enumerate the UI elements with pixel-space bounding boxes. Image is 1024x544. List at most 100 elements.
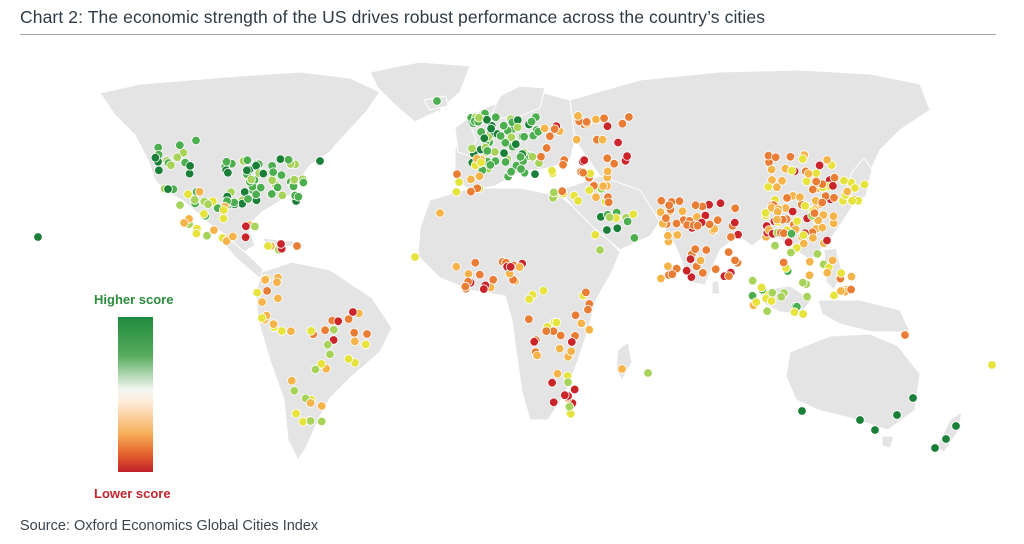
city-marker xyxy=(811,176,821,187)
city-marker xyxy=(771,152,781,163)
city-marker xyxy=(655,207,666,217)
city-marker xyxy=(609,158,619,169)
city-marker xyxy=(515,152,526,162)
city-marker xyxy=(930,443,940,453)
city-marker xyxy=(218,205,229,215)
city-marker xyxy=(542,143,552,153)
city-marker xyxy=(656,195,667,206)
city-marker xyxy=(530,169,540,179)
city-marker xyxy=(260,275,270,285)
city-marker xyxy=(572,134,582,145)
city-marker xyxy=(292,241,302,251)
city-marker xyxy=(667,269,678,280)
city-marker xyxy=(166,160,176,170)
city-marker xyxy=(467,143,477,154)
new-zealand xyxy=(935,410,963,453)
city-marker xyxy=(310,364,321,375)
city-marker xyxy=(787,165,797,176)
chart-title: Chart 2: The economic strength of the US… xyxy=(20,7,766,27)
city-marker xyxy=(730,217,740,228)
city-marker xyxy=(267,175,277,185)
city-marker xyxy=(289,386,300,396)
city-marker xyxy=(460,281,471,292)
city-marker xyxy=(343,354,354,364)
city-marker xyxy=(191,135,201,146)
city-marker xyxy=(268,167,278,177)
city-marker xyxy=(527,152,538,162)
asia xyxy=(569,69,931,286)
city-marker xyxy=(730,255,740,266)
city-marker xyxy=(724,271,734,281)
city-marker xyxy=(272,182,283,193)
city-marker xyxy=(661,213,671,223)
city-marker xyxy=(541,326,551,336)
title-divider xyxy=(20,34,996,35)
city-marker xyxy=(892,410,902,420)
city-marker xyxy=(496,131,506,141)
city-marker xyxy=(172,152,182,163)
city-marker xyxy=(763,182,773,192)
city-marker xyxy=(788,206,798,217)
city-marker xyxy=(671,218,682,229)
city-marker xyxy=(276,239,286,249)
city-marker xyxy=(556,330,566,341)
city-marker xyxy=(350,336,360,347)
city-marker xyxy=(987,360,997,370)
city-marker xyxy=(748,276,758,286)
city-marker xyxy=(317,416,327,427)
city-marker xyxy=(479,133,490,144)
city-marker xyxy=(766,296,777,306)
city-marker xyxy=(584,185,595,196)
city-marker xyxy=(242,165,252,176)
city-marker xyxy=(713,215,723,225)
city-marker xyxy=(778,257,789,268)
city-marker xyxy=(813,215,823,226)
city-marker xyxy=(203,199,213,209)
city-marker xyxy=(451,262,462,272)
city-marker xyxy=(803,168,814,179)
city-marker xyxy=(315,156,325,166)
city-marker xyxy=(551,317,562,328)
indonesia-east xyxy=(817,299,911,333)
city-marker xyxy=(273,293,283,304)
city-marker xyxy=(474,113,484,123)
city-marker xyxy=(547,378,557,388)
city-marker xyxy=(723,247,734,257)
city-marker xyxy=(847,196,857,206)
tasmania xyxy=(881,435,895,449)
city-marker xyxy=(829,193,839,203)
world-map xyxy=(33,61,997,461)
city-marker xyxy=(602,225,612,235)
city-marker xyxy=(410,252,420,262)
city-marker xyxy=(766,164,777,175)
city-marker xyxy=(505,262,516,272)
city-marker xyxy=(842,186,852,197)
city-marker xyxy=(349,328,359,338)
city-marker xyxy=(257,297,267,307)
city-marker xyxy=(486,123,496,134)
city-marker xyxy=(513,122,523,133)
city-marker xyxy=(466,174,476,185)
city-marker xyxy=(828,211,839,221)
city-marker xyxy=(773,207,783,217)
city-marker xyxy=(175,140,185,150)
city-marker xyxy=(827,255,838,266)
city-marker xyxy=(599,113,609,124)
city-marker xyxy=(263,241,273,251)
city-marker xyxy=(783,237,794,247)
city-marker xyxy=(272,277,282,287)
city-marker xyxy=(663,261,673,272)
city-marker xyxy=(802,292,812,302)
city-marker xyxy=(612,223,623,234)
city-marker xyxy=(547,165,557,176)
city-marker xyxy=(482,115,492,125)
city-marker xyxy=(511,139,521,149)
city-marker xyxy=(777,176,787,186)
city-marker xyxy=(202,230,212,241)
city-marker xyxy=(643,368,653,378)
city-marker xyxy=(243,194,253,204)
city-marker xyxy=(323,340,333,350)
city-marker xyxy=(291,408,301,419)
city-marker xyxy=(567,337,577,347)
city-marker xyxy=(822,268,833,278)
